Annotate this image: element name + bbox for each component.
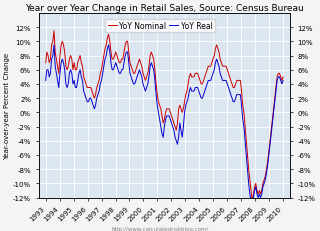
YoY Nominal (173, 126, 177, 128)
YoY Nominal (281, 76, 285, 79)
YoY Real (45, 69, 49, 72)
YoY Nominal (250, 200, 254, 203)
Line: YoY Nominal: YoY Nominal (46, 32, 283, 201)
YoY Nominal (44, 62, 48, 65)
YoY Real (66, 83, 70, 86)
YoY Real (250, 204, 254, 206)
YoY Real (132, 83, 135, 86)
YoY Real (281, 80, 285, 82)
YoY Nominal (263, 175, 267, 178)
YoY Nominal (52, 30, 56, 33)
YoY Real (44, 80, 48, 82)
YoY Nominal (66, 66, 70, 68)
YoY Real (263, 179, 267, 181)
YoY Nominal (45, 51, 49, 54)
Y-axis label: Year-over-year Percent Change: Year-over-year Percent Change (4, 52, 10, 159)
YoY Real (173, 136, 177, 139)
Legend: YoY Nominal, YoY Real: YoY Nominal, YoY Real (105, 20, 215, 33)
Title: Year over Year Change in Retail Sales, Source: Census Bureau: Year over Year Change in Retail Sales, S… (25, 4, 304, 13)
Line: YoY Real: YoY Real (46, 46, 283, 205)
Text: http://www.calculatedriskblog.com/: http://www.calculatedriskblog.com/ (111, 226, 209, 231)
YoY Real (145, 87, 148, 90)
YoY Nominal (132, 73, 135, 75)
YoY Nominal (145, 76, 148, 79)
YoY Real (52, 44, 56, 47)
